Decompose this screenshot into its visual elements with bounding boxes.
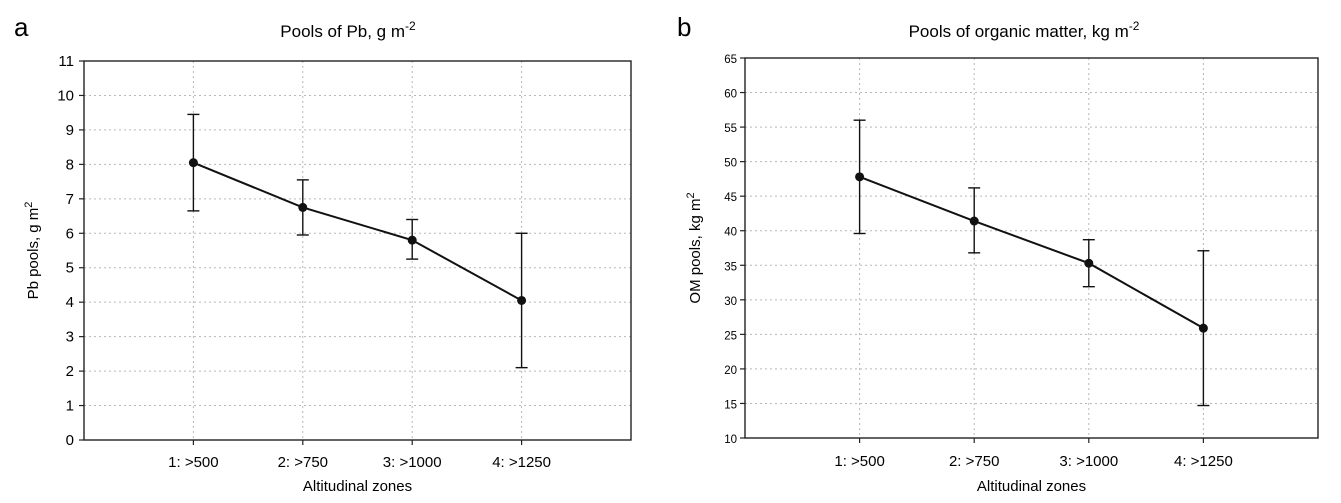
chart-title: Pools of organic matter, kg m-2 [909,19,1140,41]
chart-title-superscript: -2 [1129,19,1140,33]
y-tick-label: 3 [66,329,74,346]
data-point [1084,258,1094,268]
y-tick-label: 4 [66,294,74,311]
chart-title-text: Pools of organic matter, kg m [909,22,1129,41]
chart-title: Pools of Pb, g m-2 [280,19,416,41]
y-tick-label: 20 [724,365,737,377]
y-tick-label: 35 [724,261,737,273]
x-tick-label: 3: >1000 [1059,453,1118,470]
data-point [298,202,308,212]
data-point [407,235,417,245]
data-point [188,158,198,168]
y-tick-label: 7 [66,191,74,208]
y-tick-label: 1 [66,398,74,415]
x-tick-label: 1: >500 [168,454,218,471]
y-tick-label: 30 [724,296,737,308]
panel-letter: b [677,12,691,42]
y-tick-label: 5 [66,260,74,277]
y-tick-label: 55 [724,123,737,135]
y-tick-label: 9 [66,122,74,139]
x-tick-label: 3: >1000 [383,454,442,471]
y-axis-label-text: OM pools, kg m [687,199,704,304]
panel-letter: a [14,12,29,42]
x-axis-label: Altitudinal zones [303,478,412,495]
data-point [855,172,865,182]
chart-panel-b: b Pools of organic matter, kg m-210152025… [677,12,1319,495]
y-tick-label: 25 [724,330,737,342]
y-tick-label: 0 [66,432,74,449]
plot-frame [83,60,632,441]
x-tick-label: 4: >1250 [1174,453,1233,470]
chart-title-text: Pools of Pb, g m [280,22,405,41]
y-tick-label: 2 [66,363,74,380]
y-tick-label: 45 [724,192,737,204]
x-tick-label: 2: >750 [278,454,328,471]
x-tick-label: 1: >500 [834,453,884,470]
y-axis-label: Pb pools, g m2 [23,202,42,300]
y-tick-label: 65 [724,54,737,66]
x-tick-label: 2: >750 [949,453,999,470]
chart-title-superscript: -2 [405,19,416,33]
chart-panel-a: a Pools of Pb, g m-2 0 1 2 3 4 5 6 7 8 9 10 11 1: >500… [14,12,632,495]
y-tick-label: 40 [724,227,737,239]
series-line [193,161,523,302]
data-point [1198,323,1208,333]
y-tick-label: 11 [58,53,74,70]
y-axis-label-superscript: 2 [23,202,35,208]
y-axis-label-text: Pb pools, g m [25,208,42,300]
y-tick-label: 6 [66,225,74,242]
y-tick-label: 10 [57,87,74,104]
plot-frame [744,57,1319,439]
y-tick-label: 10 [724,434,737,446]
y-tick-label: 15 [724,399,737,411]
series-line [859,175,1204,330]
x-axis-label: Altitudinal zones [977,478,1086,495]
y-tick-label: 50 [724,158,737,170]
x-tick-label: 4: >1250 [492,454,551,471]
y-axis-label-superscript: 2 [685,192,697,198]
data-point [517,295,527,305]
y-axis-label: OM pools, kg m2 [685,192,704,303]
y-tick-label: 8 [66,156,74,173]
data-point [969,216,979,226]
y-tick-label: 60 [724,89,737,101]
